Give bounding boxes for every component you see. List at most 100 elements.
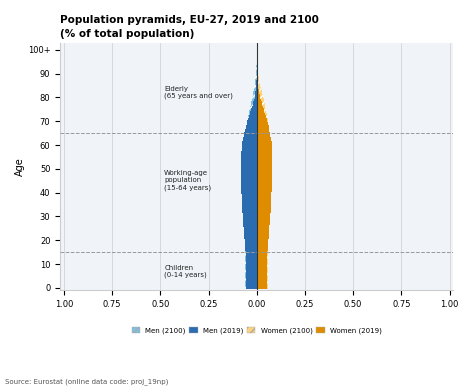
Bar — [248, 120, 257, 123]
Bar — [257, 249, 268, 251]
Bar — [246, 280, 257, 282]
Bar — [257, 208, 271, 210]
Bar — [257, 117, 267, 120]
Bar — [242, 203, 257, 206]
Bar — [257, 234, 269, 237]
Bar — [255, 84, 257, 87]
Bar — [257, 125, 269, 127]
Bar — [245, 280, 257, 282]
Bar — [257, 239, 268, 242]
Bar — [255, 96, 257, 98]
Bar — [257, 72, 258, 75]
Text: Population pyramids, EU-27, 2019 and 2100
(% of total population): Population pyramids, EU-27, 2019 and 210… — [60, 15, 319, 39]
Bar — [242, 194, 257, 196]
Bar — [245, 249, 257, 251]
Bar — [241, 170, 257, 172]
Bar — [257, 232, 268, 235]
Bar — [257, 96, 260, 98]
Bar — [243, 220, 257, 223]
Bar — [246, 277, 257, 280]
Bar — [257, 282, 268, 284]
Bar — [257, 137, 271, 139]
Bar — [246, 268, 257, 270]
Bar — [257, 87, 258, 89]
Bar — [257, 272, 268, 275]
Bar — [257, 177, 269, 180]
Bar — [245, 275, 257, 277]
Bar — [245, 244, 257, 246]
Bar — [257, 261, 267, 263]
Bar — [257, 168, 269, 170]
Bar — [257, 163, 272, 165]
Bar — [257, 127, 269, 130]
Bar — [241, 189, 257, 191]
Bar — [257, 265, 268, 268]
Bar — [257, 98, 261, 101]
Bar — [257, 198, 271, 201]
Bar — [257, 146, 272, 149]
Bar — [257, 210, 271, 213]
Bar — [257, 201, 269, 203]
Bar — [257, 175, 269, 177]
Bar — [241, 160, 257, 163]
Bar — [252, 106, 257, 108]
Bar — [247, 125, 257, 127]
Bar — [254, 89, 257, 91]
Bar — [256, 75, 257, 77]
Bar — [257, 268, 267, 270]
Bar — [244, 196, 257, 199]
Bar — [245, 261, 257, 263]
Bar — [241, 182, 257, 184]
Bar — [246, 275, 257, 277]
Bar — [257, 125, 268, 127]
Bar — [245, 232, 257, 235]
Bar — [245, 246, 257, 249]
Bar — [257, 284, 267, 287]
Bar — [257, 98, 264, 101]
Bar — [250, 113, 257, 115]
Bar — [246, 144, 257, 146]
Bar — [254, 98, 257, 101]
Bar — [244, 182, 257, 184]
Bar — [257, 191, 269, 194]
Bar — [257, 217, 269, 220]
Bar — [257, 79, 259, 82]
Bar — [257, 244, 268, 246]
Bar — [245, 263, 257, 265]
Bar — [257, 139, 271, 142]
Bar — [257, 280, 267, 282]
Bar — [257, 210, 269, 213]
Bar — [246, 139, 257, 142]
Bar — [257, 151, 269, 153]
Bar — [251, 101, 257, 103]
Bar — [245, 256, 257, 258]
Bar — [257, 253, 267, 256]
Bar — [245, 237, 257, 239]
Bar — [257, 189, 272, 191]
Bar — [246, 249, 257, 251]
Bar — [241, 175, 257, 177]
Bar — [257, 134, 270, 137]
Bar — [244, 184, 257, 187]
Bar — [257, 172, 272, 175]
Bar — [257, 220, 269, 223]
Bar — [246, 137, 257, 139]
Bar — [257, 232, 269, 235]
Bar — [257, 160, 269, 163]
Bar — [245, 239, 257, 242]
Bar — [257, 194, 271, 196]
Bar — [257, 277, 268, 280]
Bar — [257, 103, 263, 106]
Bar — [245, 172, 257, 175]
Bar — [245, 151, 257, 153]
Bar — [245, 149, 257, 151]
Bar — [253, 94, 257, 96]
Bar — [257, 184, 269, 187]
Bar — [257, 246, 268, 249]
Bar — [255, 94, 257, 96]
Bar — [257, 158, 272, 161]
Bar — [241, 172, 257, 175]
Bar — [257, 165, 272, 168]
Bar — [257, 179, 272, 182]
Bar — [255, 82, 257, 84]
